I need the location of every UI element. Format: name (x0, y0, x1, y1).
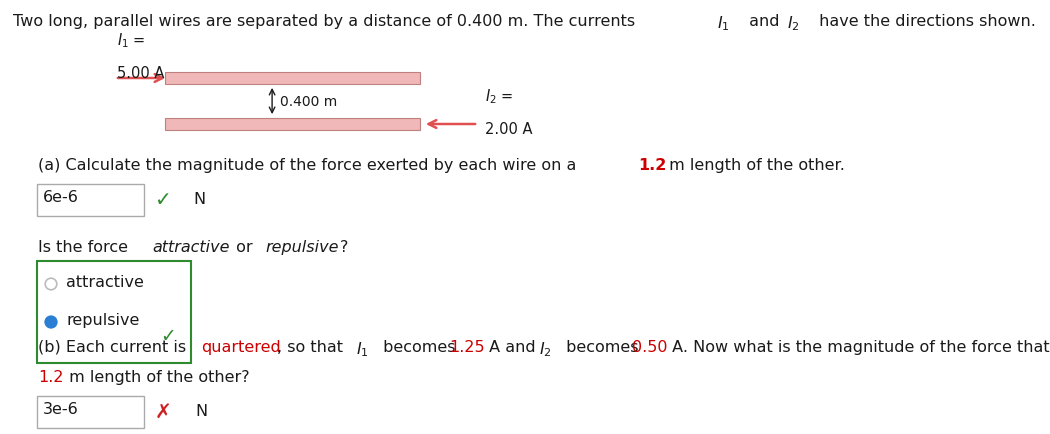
Text: , so that: , so that (277, 340, 349, 355)
Text: 1.25: 1.25 (449, 340, 485, 355)
Text: quartered: quartered (201, 340, 280, 355)
Circle shape (45, 316, 57, 328)
Text: 1.2: 1.2 (38, 370, 63, 385)
Text: repulsive: repulsive (265, 240, 338, 255)
Bar (165, 72, 420, 84)
Text: 1.2: 1.2 (638, 158, 667, 173)
Text: 3e-6: 3e-6 (43, 402, 79, 417)
Text: $I_1$: $I_1$ (717, 14, 730, 33)
Text: m length of the other.: m length of the other. (664, 158, 845, 173)
Text: 6e-6: 6e-6 (43, 190, 79, 205)
Text: or: or (231, 240, 257, 255)
Text: becomes: becomes (561, 340, 644, 355)
Text: $I_1$ =: $I_1$ = (117, 31, 146, 50)
Text: becomes: becomes (378, 340, 461, 355)
Text: 0.400 m: 0.400 m (280, 95, 337, 109)
Text: (a) Calculate the magnitude of the force exerted by each wire on a: (a) Calculate the magnitude of the force… (38, 158, 582, 173)
Text: 5.00 A: 5.00 A (117, 66, 165, 81)
Text: Is the force: Is the force (38, 240, 133, 255)
Text: ✓: ✓ (161, 327, 176, 346)
Text: N: N (193, 192, 205, 207)
Text: $I_2$: $I_2$ (788, 14, 800, 33)
Text: ✓: ✓ (155, 191, 172, 210)
Text: have the directions shown.: have the directions shown. (814, 14, 1036, 29)
Text: m length of the other?: m length of the other? (64, 370, 250, 385)
FancyBboxPatch shape (37, 184, 144, 216)
Text: attractive: attractive (152, 240, 230, 255)
Text: ?: ? (340, 240, 349, 255)
Text: $I_2$ =: $I_2$ = (485, 87, 513, 106)
Text: repulsive: repulsive (66, 313, 140, 328)
Text: 0.50: 0.50 (632, 340, 668, 355)
Text: and: and (744, 14, 784, 29)
Text: 2.00 A: 2.00 A (485, 122, 532, 137)
Text: A and: A and (484, 340, 541, 355)
FancyBboxPatch shape (37, 396, 144, 428)
Text: attractive: attractive (66, 275, 144, 290)
Text: (b) Each current is: (b) Each current is (38, 340, 191, 355)
Bar (165, 118, 420, 130)
Text: A. Now what is the magnitude of the force that each wire exerts on a: A. Now what is the magnitude of the forc… (667, 340, 1050, 355)
Text: ✗: ✗ (155, 402, 172, 421)
Text: $I_2$: $I_2$ (539, 340, 551, 358)
FancyBboxPatch shape (37, 261, 191, 363)
Text: Two long, parallel wires are separated by a distance of 0.400 m. The currents: Two long, parallel wires are separated b… (13, 14, 640, 29)
Text: N: N (195, 404, 207, 419)
Text: $I_1$: $I_1$ (356, 340, 369, 358)
